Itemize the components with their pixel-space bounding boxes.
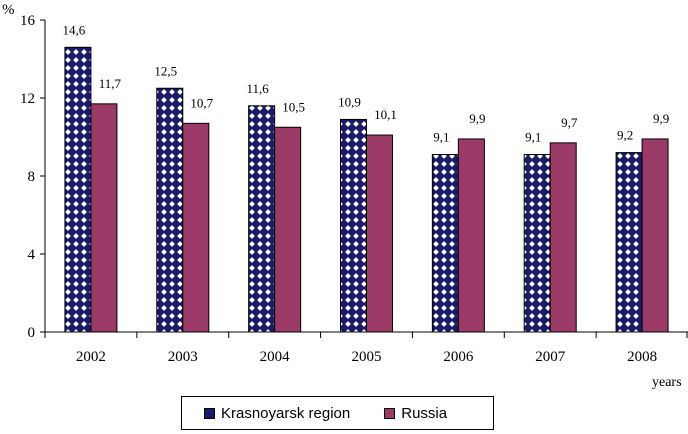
legend-swatch-krasnoyarsk <box>204 407 215 419</box>
bar-russia <box>549 142 577 333</box>
data-label-krasnoyarsk: 9,1 <box>525 130 541 145</box>
data-label-russia: 10,7 <box>190 95 213 110</box>
bar-krasnoyarsk <box>340 118 367 333</box>
x-axis-title: years <box>652 375 682 390</box>
y-tick-label: 0 <box>28 325 36 341</box>
legend: Krasnoyarsk region Russia <box>181 396 494 430</box>
bar-krasnoyarsk <box>523 154 551 333</box>
bar-krasnoyarsk <box>615 152 643 333</box>
data-label-krasnoyarsk: 11,6 <box>247 81 270 96</box>
data-label-krasnoyarsk: 9,1 <box>433 130 449 145</box>
bar-russia <box>641 138 669 333</box>
x-category-label: 2002 <box>76 349 106 365</box>
y-tick-label: 12 <box>20 91 35 107</box>
x-category-label: 2005 <box>352 349 382 365</box>
data-label-krasnoyarsk: 14,6 <box>63 22 86 37</box>
bar-russia <box>182 122 210 333</box>
bar-russia <box>90 103 118 333</box>
data-label-russia: 11,7 <box>99 76 122 91</box>
data-label-russia: 9,7 <box>561 115 578 130</box>
bar-krasnoyarsk <box>64 46 92 333</box>
bar-russia <box>457 138 485 333</box>
bar-krasnoyarsk <box>248 105 276 333</box>
legend-swatch-russia <box>384 407 396 419</box>
x-category-label: 2003 <box>168 349 198 365</box>
x-category-label: 2007 <box>535 349 566 365</box>
bar-krasnoyarsk <box>156 87 184 333</box>
data-label-russia: 9,9 <box>653 111 669 126</box>
legend-label-russia: Russia <box>401 404 448 422</box>
bar-russia <box>366 134 393 333</box>
data-label-krasnoyarsk: 10,9 <box>338 94 361 109</box>
y-tick-label: 8 <box>28 169 36 185</box>
bar-krasnoyarsk <box>431 154 459 333</box>
y-tick-label: 4 <box>28 247 36 263</box>
y-tick-label: 16 <box>20 13 36 29</box>
y-axis-unit-label: % <box>2 2 15 18</box>
data-label-krasnoyarsk: 9,2 <box>617 128 633 143</box>
legend-label-krasnoyarsk: Krasnoyarsk region <box>221 404 351 422</box>
x-category-label: 2004 <box>260 349 291 365</box>
data-label-krasnoyarsk: 12,5 <box>154 63 177 78</box>
x-category-label: 2006 <box>443 349 474 365</box>
bar-russia <box>274 126 302 333</box>
legend-item-russia: Russia <box>384 405 447 422</box>
x-category-label: 2008 <box>627 349 657 365</box>
data-label-russia: 10,5 <box>282 99 305 114</box>
data-label-russia: 9,9 <box>469 111 485 126</box>
legend-item-krasnoyarsk: Krasnoyarsk region <box>204 405 350 422</box>
data-label-russia: 10,1 <box>374 107 397 122</box>
